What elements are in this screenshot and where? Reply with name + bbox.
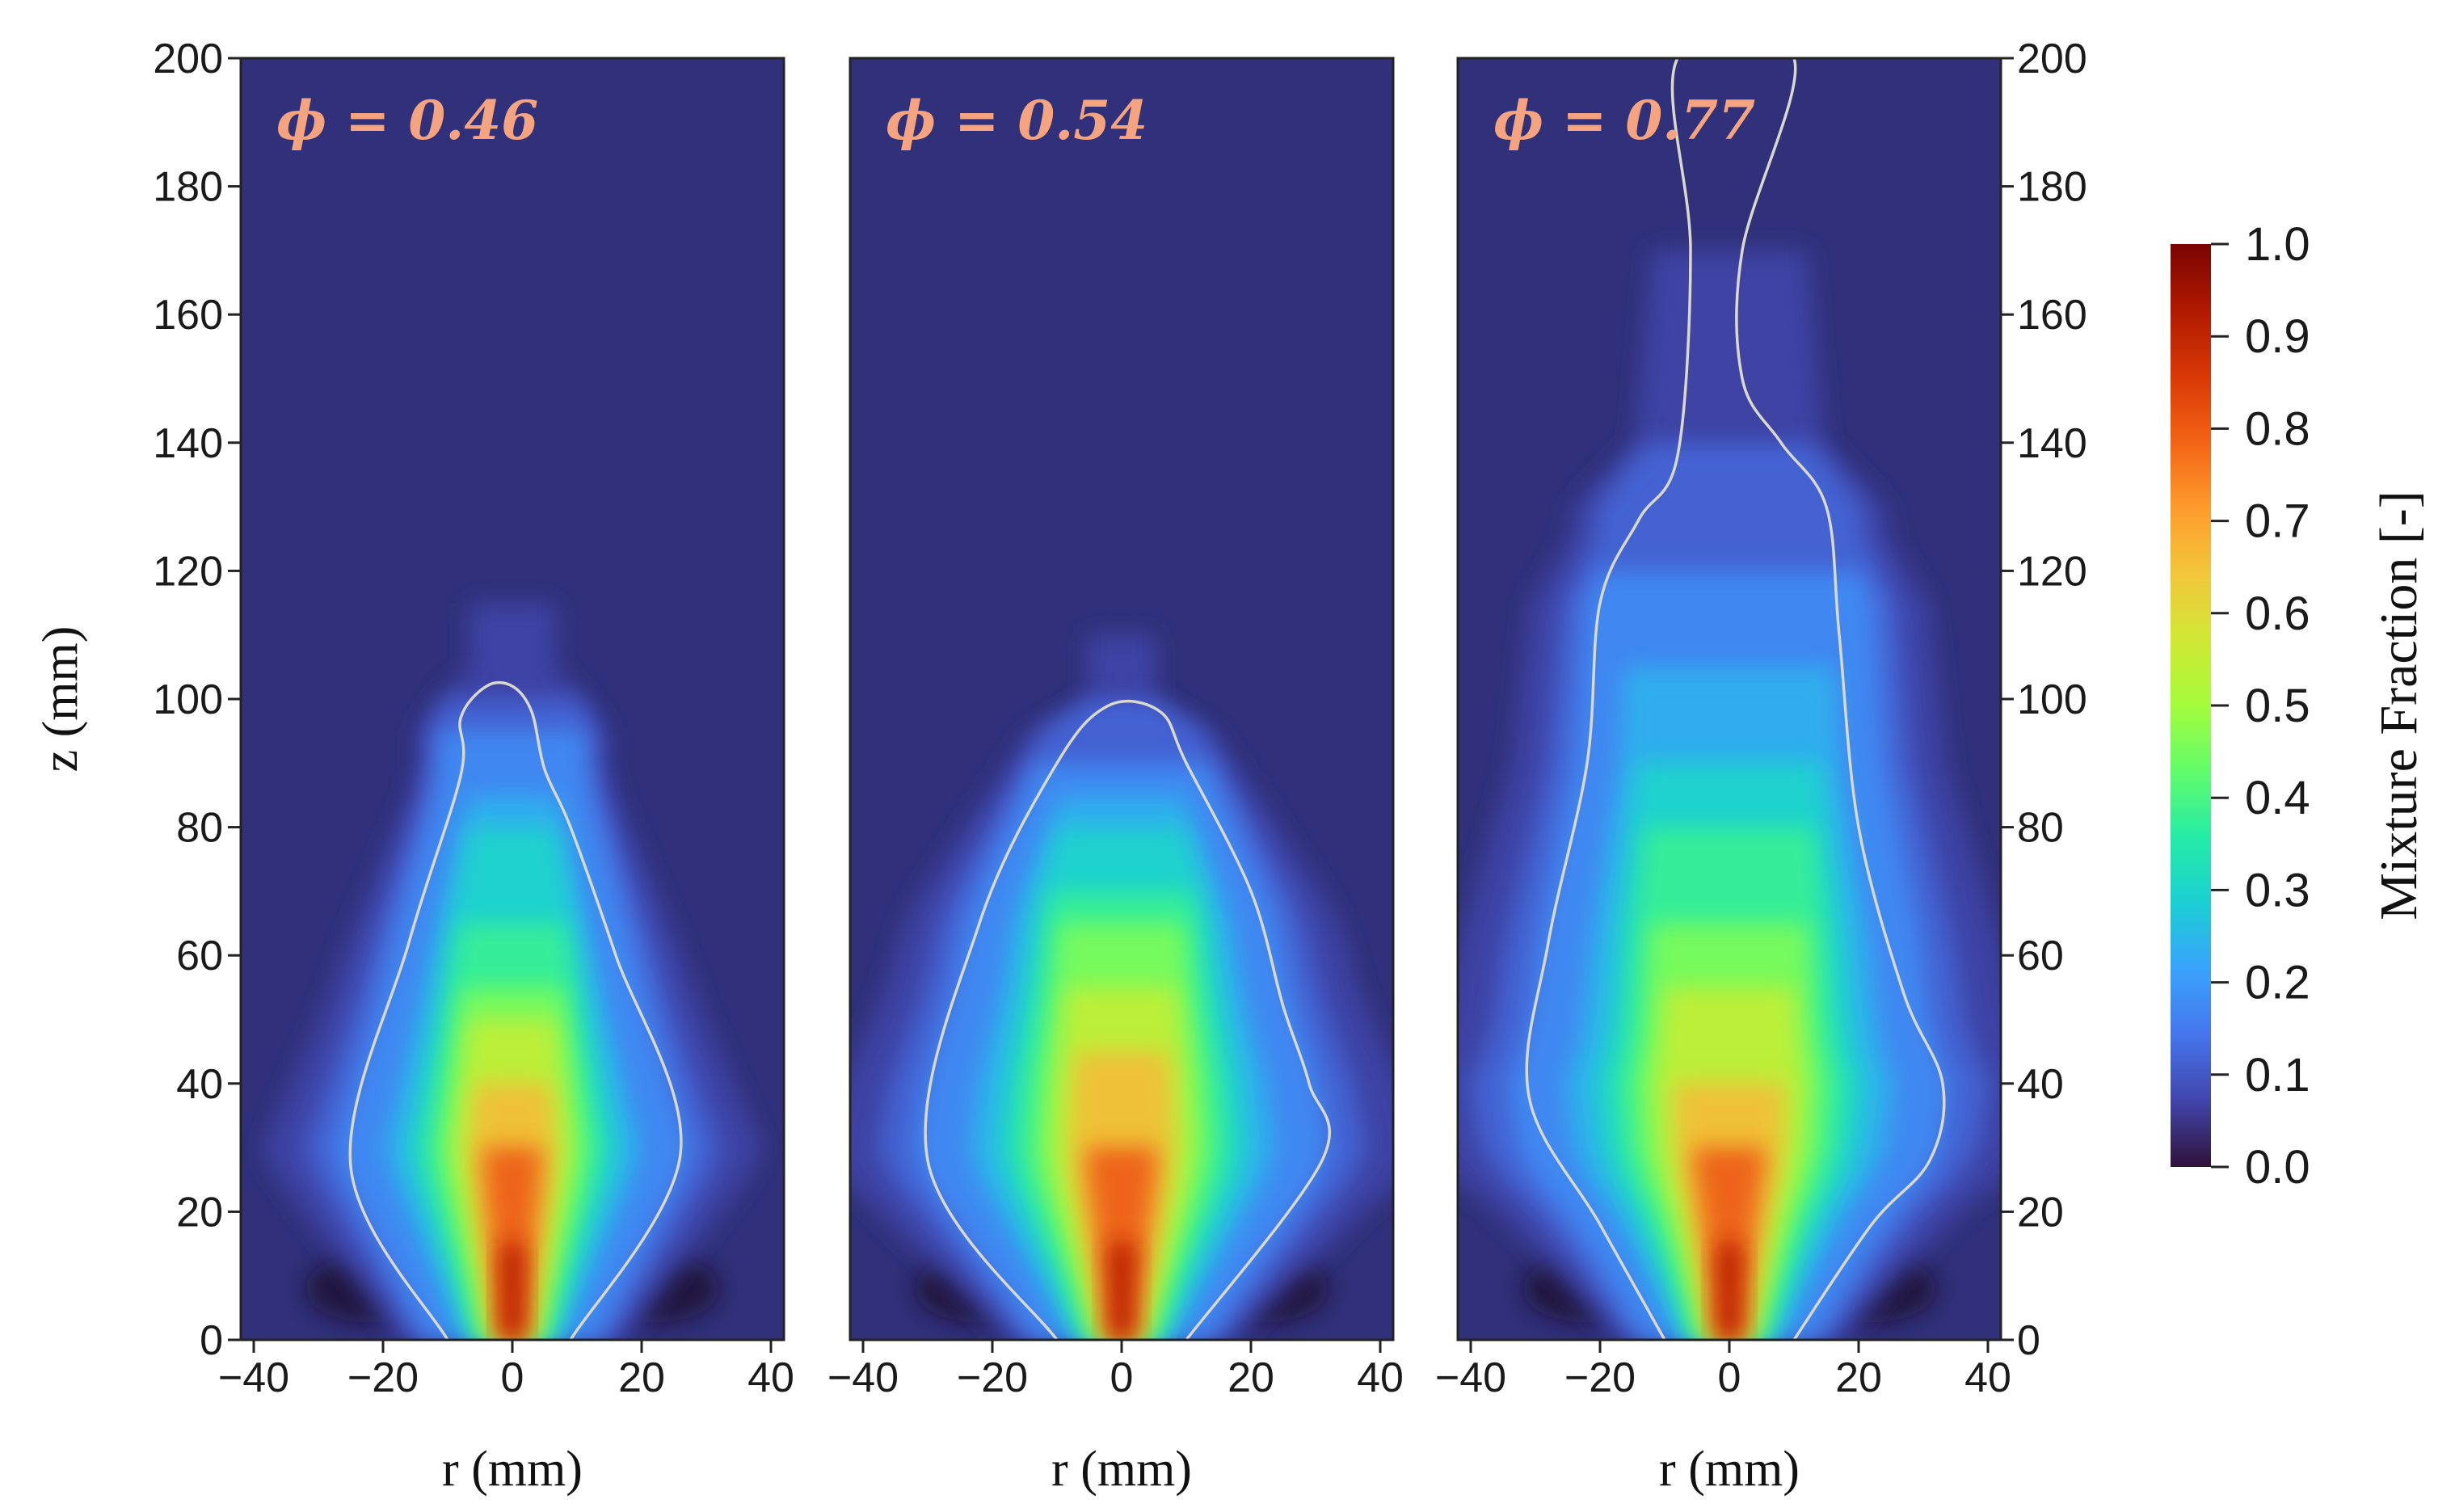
colorbar-tick-label: 0.7 bbox=[2245, 495, 2310, 548]
y-tick-label: 80 bbox=[176, 805, 223, 852]
phi-label: ϕ = 0.46 bbox=[276, 89, 538, 152]
x-tick-label: −40 bbox=[827, 1354, 899, 1401]
x-tick-label: −20 bbox=[347, 1354, 419, 1401]
y-tick-label: 140 bbox=[2017, 420, 2087, 467]
y-tick-label: 120 bbox=[153, 548, 223, 595]
x-tick-label: 20 bbox=[618, 1354, 665, 1401]
y-tick-label: 80 bbox=[2017, 805, 2064, 852]
colorbar-tick-label: 0.6 bbox=[2245, 588, 2310, 640]
mixture-fraction-field bbox=[262, 603, 763, 1340]
colorbar-tick-label: 0.3 bbox=[2245, 864, 2310, 916]
colorbar-tick-label: 0.8 bbox=[2245, 402, 2310, 455]
panels: ϕ = 0.46 −40 −20 0 20 40 r (mm) 0 20 40 60 80 100 120… bbox=[33, 36, 2087, 1497]
x-tick-label: −40 bbox=[1435, 1354, 1506, 1401]
y-tick-label: 40 bbox=[176, 1061, 223, 1108]
mixture-fraction-field bbox=[1458, 58, 2001, 1340]
y-tick-label: 0 bbox=[200, 1317, 223, 1364]
y-tick-label: 20 bbox=[2017, 1189, 2064, 1236]
x-axis-title: r (mm) bbox=[442, 1442, 583, 1497]
stoichiometric-contour bbox=[924, 699, 1332, 1340]
colorbar-tick-label: 0.1 bbox=[2245, 1049, 2310, 1101]
colorbar-tick-label: 1.0 bbox=[2245, 218, 2310, 271]
colorbar-tick-label: 0.2 bbox=[2245, 957, 2310, 1009]
y-tick-label: 160 bbox=[153, 292, 223, 339]
y-tick-label: 180 bbox=[2017, 164, 2087, 211]
x-tick-label: −20 bbox=[957, 1354, 1028, 1401]
x-tick-label: 20 bbox=[1835, 1354, 1882, 1401]
y-tick-label: 180 bbox=[153, 164, 223, 211]
mixture-fraction-level bbox=[499, 1244, 526, 1340]
mixture-fraction-level bbox=[1106, 1244, 1137, 1340]
x-tick-label: 0 bbox=[1110, 1354, 1134, 1401]
colorbar-tick-label: 0.0 bbox=[2245, 1141, 2310, 1194]
x-tick-label: 40 bbox=[1357, 1354, 1404, 1401]
colorbar-gradient bbox=[2171, 244, 2211, 1167]
y-tick-label: 100 bbox=[2017, 676, 2087, 723]
y-tick-label: 60 bbox=[2017, 933, 2064, 979]
y-axis-title: z (mm) bbox=[33, 626, 88, 773]
phi-label: ϕ = 0.77 bbox=[1493, 89, 1755, 152]
stoichiometric-contour bbox=[348, 680, 683, 1340]
panel-2: ϕ = 0.54 −40 −20 0 20 40 r (mm) bbox=[827, 57, 1404, 1497]
panel-3: ϕ = 0.77 −40 −20 0 20 40 r (mm) 0 20 40 60 80 100 120… bbox=[1435, 36, 2087, 1497]
panel-1: ϕ = 0.46 −40 −20 0 20 40 r (mm) 0 20 40 60 80 100 120… bbox=[33, 36, 794, 1497]
y-tick-label: 60 bbox=[176, 933, 223, 979]
x-tick-label: 40 bbox=[747, 1354, 794, 1401]
x-tick-label: 40 bbox=[1964, 1354, 2011, 1401]
mixture-fraction-field bbox=[850, 634, 1393, 1340]
x-tick-label: 0 bbox=[1718, 1354, 1741, 1401]
colorbar-title: Mixture Fraction [-] bbox=[2369, 491, 2428, 920]
x-axis-title: r (mm) bbox=[1659, 1442, 1800, 1497]
y-tick-label: 120 bbox=[2017, 548, 2087, 595]
phi-label: ϕ = 0.54 bbox=[886, 89, 1147, 152]
y-tick-label: 160 bbox=[2017, 292, 2087, 339]
y-tick-label: 0 bbox=[2017, 1317, 2040, 1364]
x-tick-label: 20 bbox=[1228, 1354, 1274, 1401]
y-tick-label: 140 bbox=[153, 420, 223, 467]
mixture-fraction-level bbox=[1715, 1244, 1744, 1340]
x-tick-label: −20 bbox=[1564, 1354, 1636, 1401]
colorbar-tick-label: 0.5 bbox=[2245, 680, 2310, 732]
x-axis-title: r (mm) bbox=[1051, 1442, 1192, 1497]
x-tick-label: 0 bbox=[501, 1354, 524, 1401]
y-tick-label: 200 bbox=[153, 36, 223, 82]
y-tick-label: 200 bbox=[2017, 36, 2087, 82]
colorbar-tick-label: 0.9 bbox=[2245, 310, 2310, 363]
colorbar: 0.0 0.1 0.2 0.3 0.4 0.5 0.6 0.7 0.8 0.9 1.0 Mixture… bbox=[2171, 218, 2428, 1194]
x-tick-label: −40 bbox=[218, 1354, 289, 1401]
colorbar-tick-label: 0.4 bbox=[2245, 772, 2310, 824]
y-tick-label: 100 bbox=[153, 676, 223, 723]
y-tick-label: 40 bbox=[2017, 1061, 2064, 1108]
y-tick-label: 20 bbox=[176, 1189, 223, 1236]
